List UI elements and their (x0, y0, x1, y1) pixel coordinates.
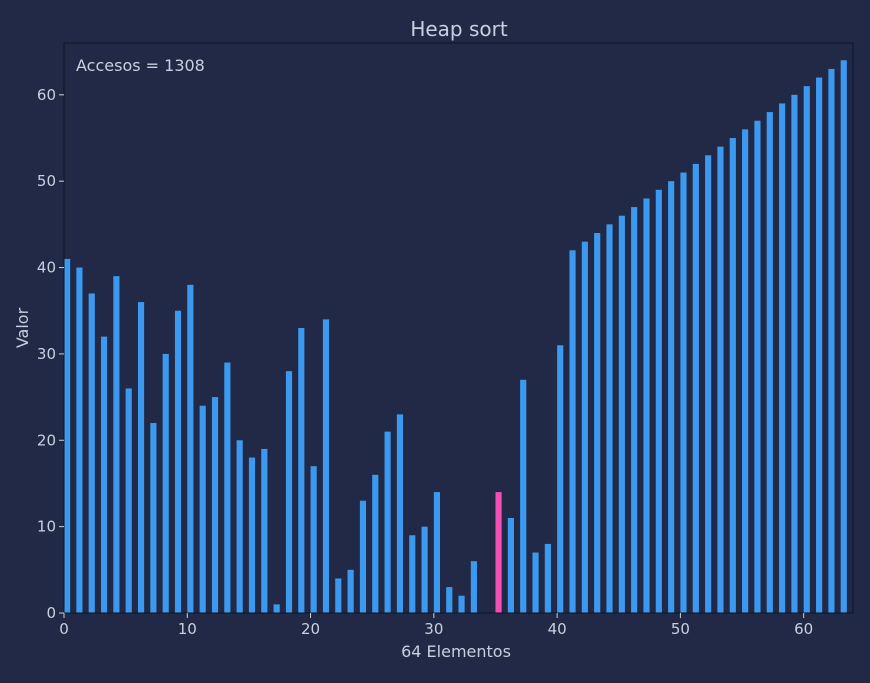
y-axis-label: Valor (13, 307, 32, 348)
accesses-counter: Accesos = 1308 (76, 56, 205, 75)
y-tick-label: 10 (37, 518, 56, 536)
y-tick-label: 0 (46, 604, 56, 622)
bar (840, 60, 847, 613)
bar (544, 543, 551, 613)
x-tick-label: 10 (178, 620, 197, 638)
bar (569, 250, 576, 613)
bar (606, 224, 613, 614)
bar (705, 155, 712, 613)
bar (766, 112, 773, 613)
plot-frame (63, 42, 854, 614)
x-tick-label: 60 (794, 620, 813, 638)
bar (631, 207, 638, 613)
bar-active (495, 492, 502, 613)
bar (421, 526, 428, 613)
bar (310, 466, 317, 613)
axis-ticks: 0 10 20 30 40 50 60 0 10 20 30 40 50 60 (37, 86, 813, 638)
bar (76, 267, 83, 613)
bar (113, 276, 120, 613)
y-tick-label: 20 (37, 431, 56, 449)
bar (236, 440, 243, 613)
bar (224, 362, 231, 613)
bar (137, 302, 145, 613)
bar (470, 561, 477, 613)
bar (618, 215, 625, 614)
bar (335, 578, 342, 613)
bar (248, 457, 256, 613)
bar (791, 94, 798, 613)
x-tick-label: 20 (301, 620, 320, 638)
bar (347, 569, 354, 613)
bar (754, 120, 761, 613)
chart-title: Heap sort (410, 17, 508, 41)
x-tick-label: 40 (548, 620, 567, 638)
bar (729, 138, 736, 613)
bar (458, 595, 465, 613)
bar (668, 181, 675, 613)
bar (285, 371, 293, 613)
bar (409, 535, 416, 613)
bar (717, 146, 724, 613)
bar (396, 414, 404, 613)
bar (359, 500, 367, 613)
bar (581, 241, 588, 613)
bar (692, 163, 699, 613)
bar (187, 284, 194, 613)
x-tick-label: 50 (671, 620, 690, 638)
bar (779, 103, 786, 613)
bar (174, 310, 182, 613)
bar (125, 388, 132, 613)
bar (816, 77, 823, 614)
x-tick-label: 0 (59, 620, 69, 638)
x-axis-label: 64 Elementos (401, 642, 511, 661)
bar (532, 552, 539, 613)
bar (680, 172, 687, 614)
bar (273, 604, 280, 613)
bar (100, 336, 108, 613)
y-tick-label: 50 (37, 172, 56, 190)
x-tick-label: 30 (424, 620, 443, 638)
y-tick-label: 30 (37, 345, 56, 363)
bar (655, 189, 662, 613)
y-tick-label: 60 (37, 86, 56, 104)
bar (828, 68, 835, 613)
bar (150, 423, 157, 613)
bar (88, 293, 95, 613)
bar (199, 405, 206, 613)
bar (261, 448, 268, 613)
bar (433, 492, 440, 613)
bar (64, 258, 71, 613)
bar (322, 319, 330, 613)
bar (211, 397, 219, 613)
bar (372, 474, 379, 613)
bars-group (64, 60, 847, 614)
bar (384, 431, 391, 613)
bar (520, 379, 527, 613)
bar (643, 198, 650, 613)
bar (803, 86, 810, 614)
bar (298, 328, 305, 613)
bar (507, 518, 514, 613)
y-tick-label: 40 (37, 259, 56, 277)
bar (162, 353, 169, 613)
bar (557, 345, 564, 613)
bar (594, 233, 601, 613)
bar (742, 129, 749, 614)
bar (446, 587, 453, 613)
